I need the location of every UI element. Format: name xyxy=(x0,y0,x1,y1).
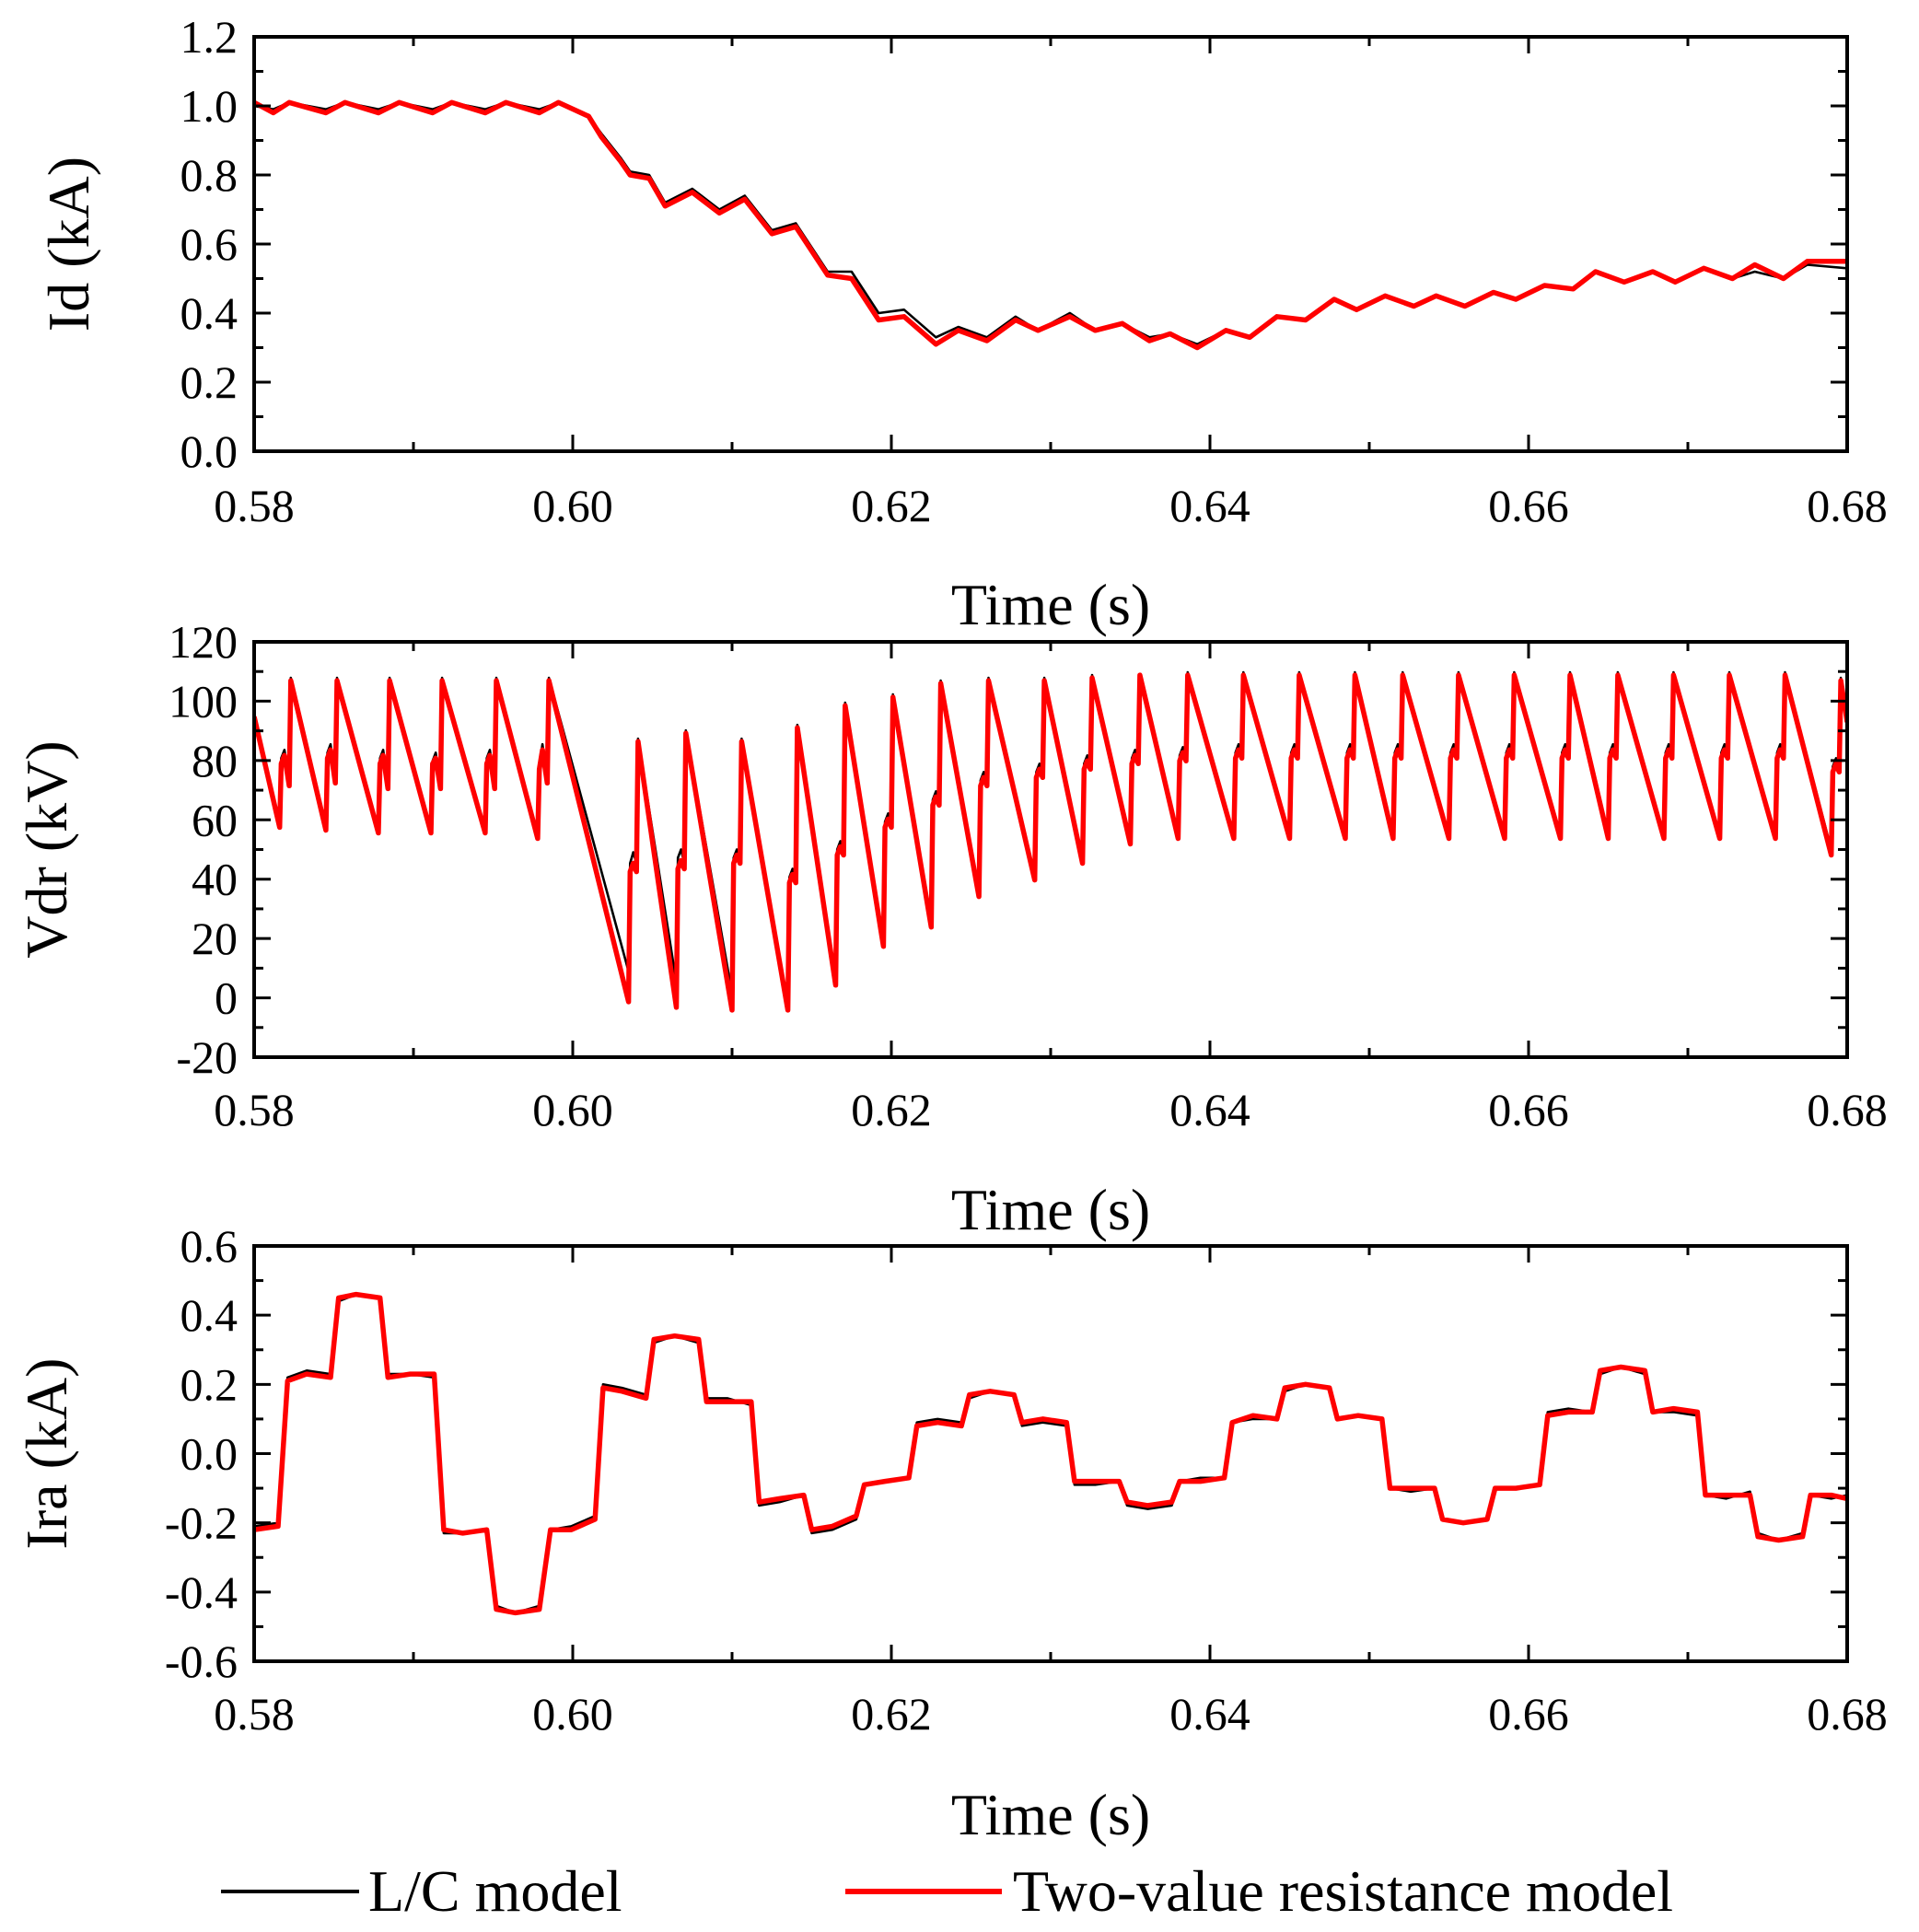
x-tick-label: 0.60 xyxy=(532,480,613,531)
panel-ira: 0.58 0.60 0.62 0.64 0.66 0.68 -0.6 -0.4 -0.2 0.0 0… xyxy=(14,1220,1888,1847)
x-tick-label: 0.62 xyxy=(851,1084,932,1135)
x-tick-label: 0.58 xyxy=(214,1084,295,1135)
x-tick-label: 0.58 xyxy=(214,480,295,531)
x-tick-label: 0.60 xyxy=(532,1688,613,1740)
x-tick-label: 0.60 xyxy=(532,1084,613,1135)
x-tick-label: 0.68 xyxy=(1807,480,1888,531)
x-tick-label: 0.64 xyxy=(1169,1688,1250,1740)
y-tick-label: 0.4 xyxy=(180,1289,238,1341)
panel-vdr: 0.58 0.60 0.62 0.64 0.66 0.68 -20 0 20 40 60 80 100 1… xyxy=(14,616,1888,1242)
y-tick-label: 0 xyxy=(215,972,238,1024)
y-tick-label: 0.6 xyxy=(180,218,238,270)
plot-frame xyxy=(252,35,1849,453)
x-tick-label: 0.62 xyxy=(851,1688,932,1740)
y-tick-label: -0.4 xyxy=(165,1566,238,1618)
x-tick-label: 0.58 xyxy=(214,1688,295,1740)
x-tick-label: 0.62 xyxy=(851,480,932,531)
panel-id: 0.58 0.60 0.62 0.64 0.66 0.68 0.0 0.2 0.4 0.6 0.8 1… xyxy=(36,11,1888,637)
y-tick-label: 0.2 xyxy=(180,356,238,408)
y-tick-label: 0.2 xyxy=(180,1358,238,1410)
x-tick-label: 0.68 xyxy=(1807,1688,1888,1740)
series-line-lc xyxy=(254,101,1847,346)
y-tick-label: 60 xyxy=(192,794,238,845)
y-tick-label: 0.0 xyxy=(180,1428,238,1480)
y-tick-label: 0.0 xyxy=(180,425,238,477)
y-tick-label: 80 xyxy=(192,735,238,786)
x-tick-label: 0.68 xyxy=(1807,1084,1888,1135)
y-tick-label: -20 xyxy=(176,1031,238,1083)
legend-label-lc: L/C model xyxy=(368,1858,622,1924)
x-tick-label: 0.66 xyxy=(1488,1688,1569,1740)
x-tick-label: 0.66 xyxy=(1488,480,1569,531)
y-tick-label: 0.8 xyxy=(180,149,238,201)
y-tick-label: 120 xyxy=(169,616,238,668)
x-axis-label: Time (s) xyxy=(951,572,1150,637)
y-axis-label: Ira (kA) xyxy=(14,1358,79,1550)
y-tick-label: -0.6 xyxy=(165,1635,238,1687)
y-tick-label: 1.0 xyxy=(180,80,238,132)
y-tick-label: 0.4 xyxy=(180,287,238,339)
x-axis-label: Time (s) xyxy=(951,1177,1150,1242)
y-tick-label: 100 xyxy=(169,675,238,727)
y-tick-label: 20 xyxy=(192,913,238,964)
series-line-two-value xyxy=(254,1291,1847,1616)
x-axis-label: Time (s) xyxy=(951,1782,1150,1847)
series-line-two-value xyxy=(254,672,1847,1013)
y-tick-label: 40 xyxy=(192,854,238,905)
x-tick-label: 0.64 xyxy=(1169,480,1250,531)
series-line-two-value xyxy=(254,99,1847,351)
y-axis-label: Id (kA) xyxy=(36,157,101,332)
x-tick-label: 0.64 xyxy=(1169,1084,1250,1135)
y-tick-label: -0.2 xyxy=(165,1497,238,1549)
x-tick-label: 0.66 xyxy=(1488,1084,1569,1135)
y-tick-label: 0.6 xyxy=(180,1220,238,1272)
legend-label-two-value: Two-value resistance model xyxy=(1013,1858,1673,1924)
y-axis-label: Vdr (kV) xyxy=(14,740,79,958)
legend: L/C model Two-value resistance model xyxy=(221,1858,1673,1924)
y-tick-label: 1.2 xyxy=(180,11,238,63)
